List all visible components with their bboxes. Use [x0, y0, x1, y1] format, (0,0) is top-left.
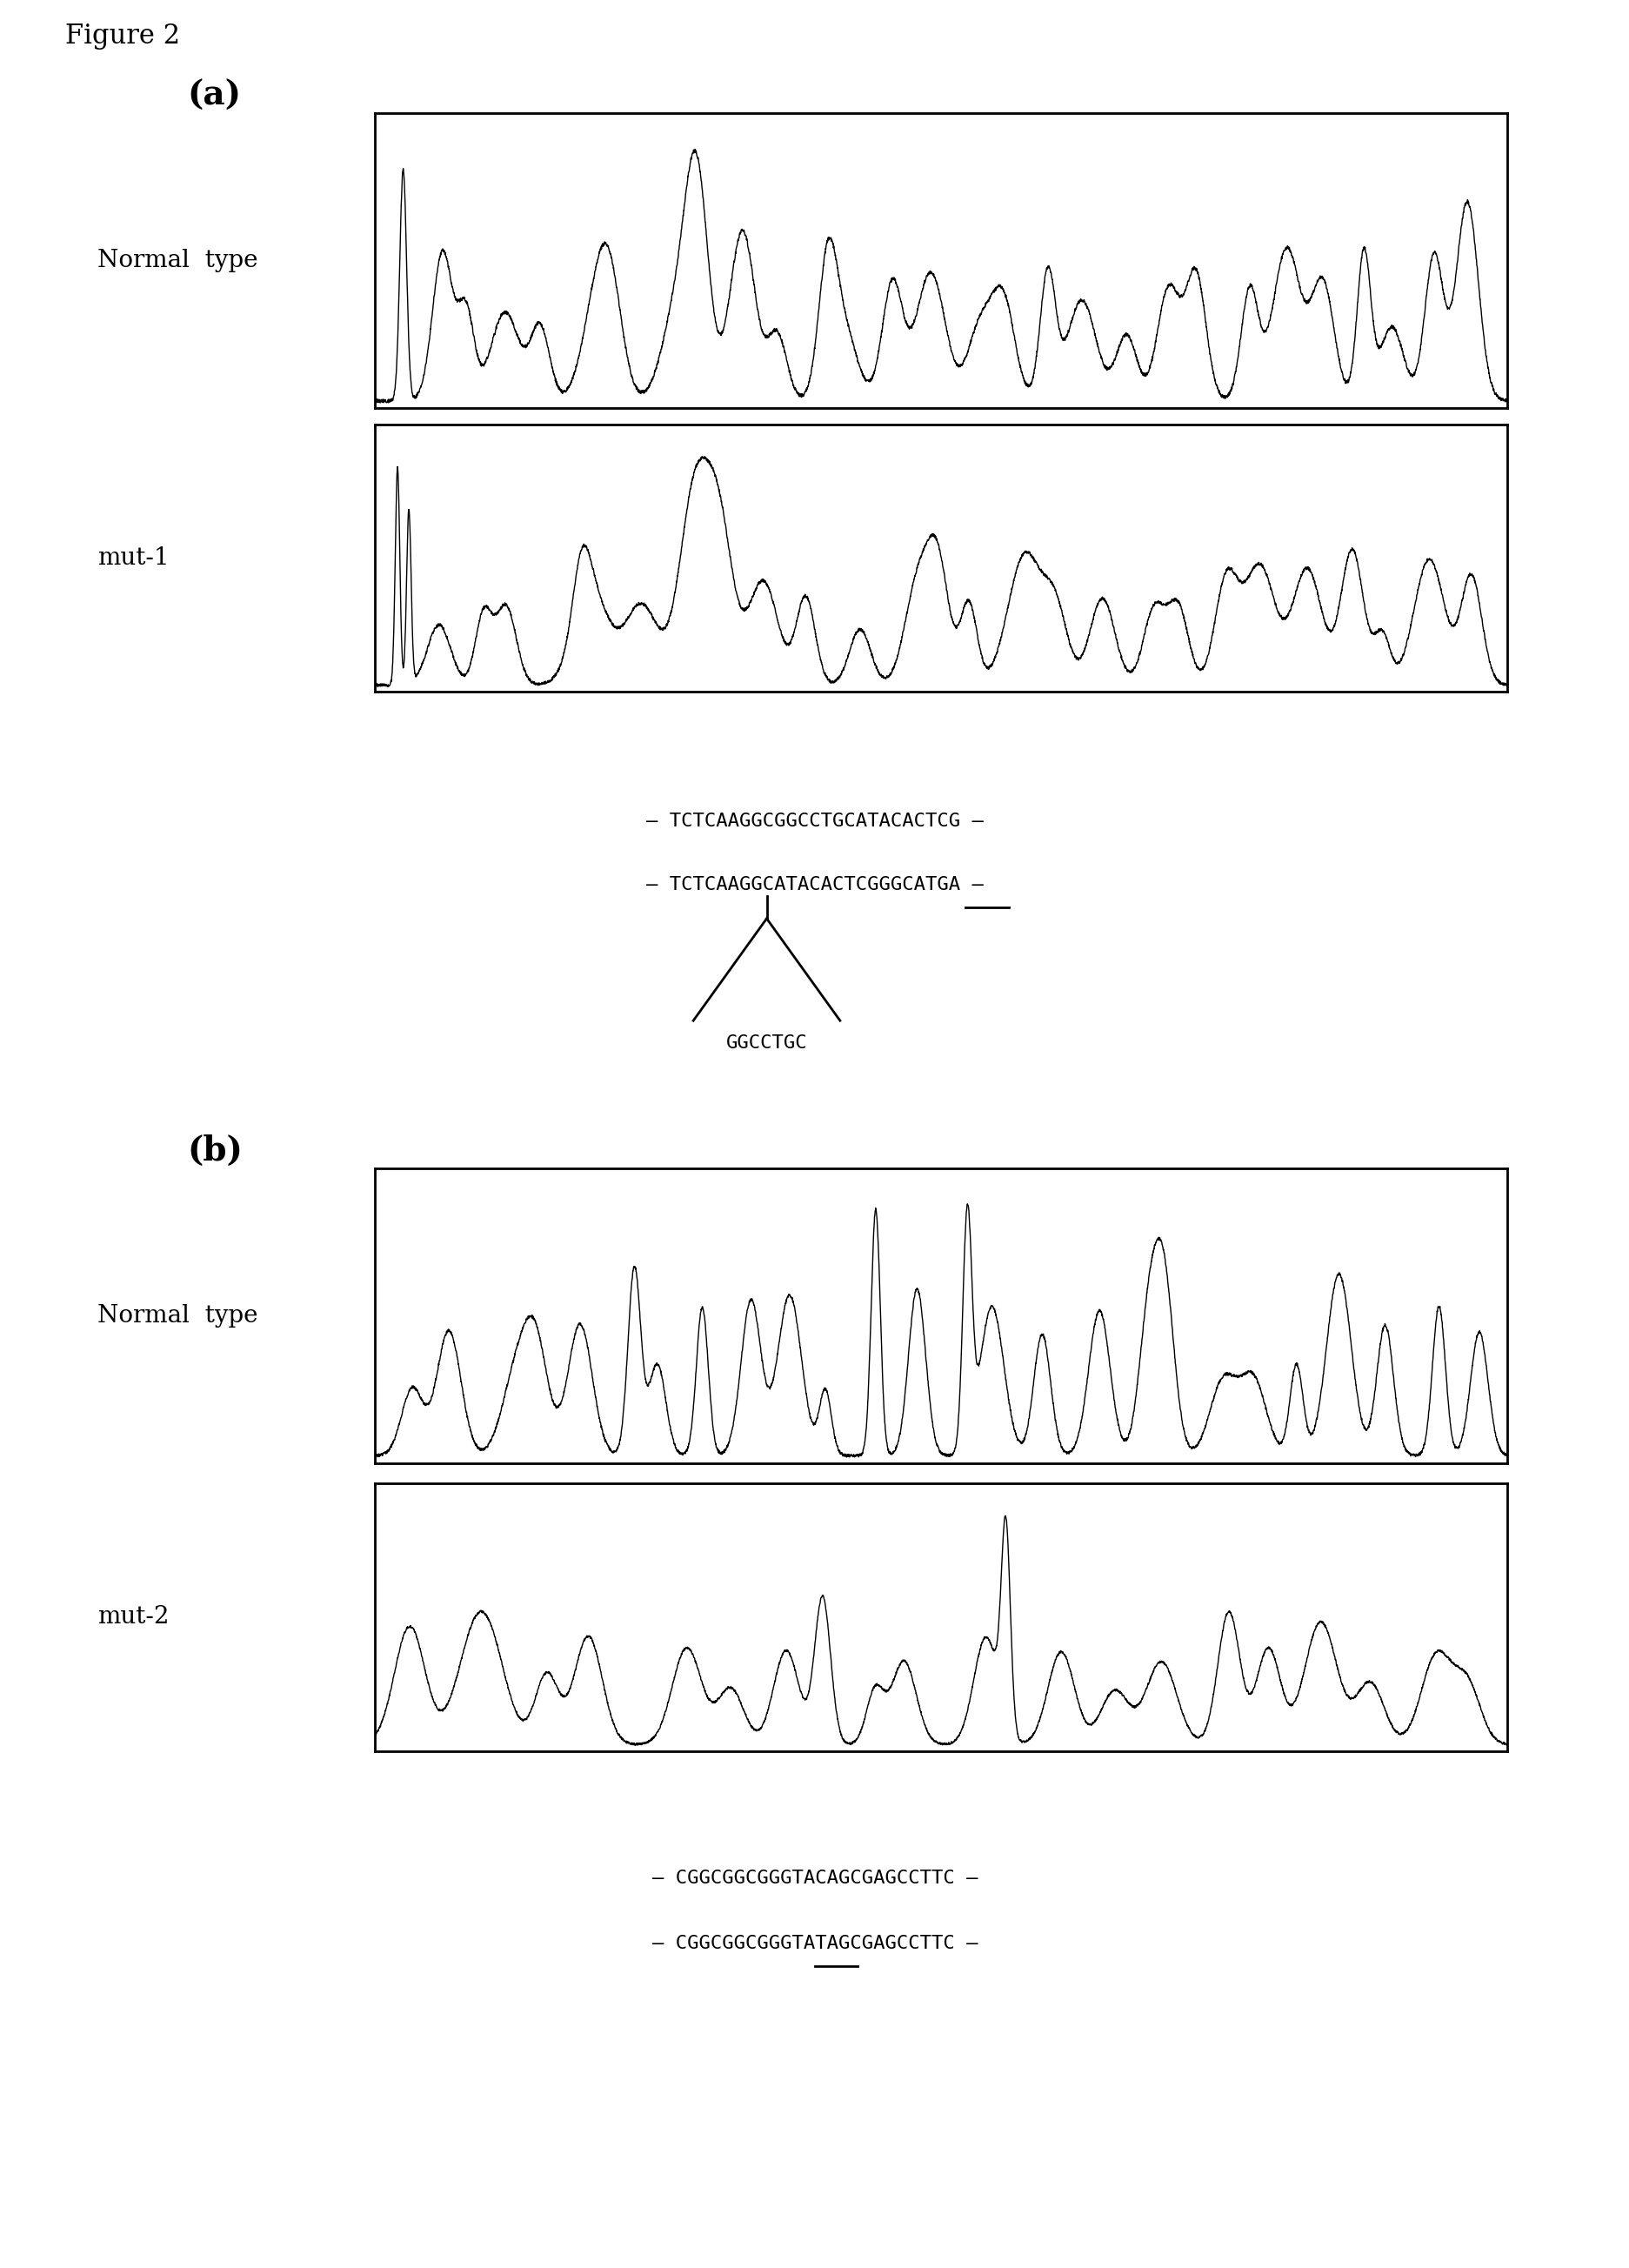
Text: mut-2: mut-2	[98, 1606, 169, 1628]
Text: Figure 2: Figure 2	[65, 23, 181, 50]
Text: — TCTCAAGGCATACACTCGGGCATGA —: — TCTCAAGGCATACACTCGGGCATGA —	[647, 875, 982, 894]
Text: (a): (a)	[187, 79, 241, 113]
Text: Normal  type: Normal type	[98, 1304, 257, 1327]
Text: — CGGCGGCGGGTACAGCGAGCCTTC —: — CGGCGGCGGGTACAGCGAGCCTTC —	[652, 1869, 977, 1887]
Text: — TCTCAAGGCGGCCTGCATACACTCG —: — TCTCAAGGCGGCCTGCATACACTCG —	[647, 812, 982, 830]
Text: GGCCTGC: GGCCTGC	[725, 1034, 806, 1052]
Text: — CGGCGGCGGGTATAGCGAGCCTTC —: — CGGCGGCGGGTATAGCGAGCCTTC —	[652, 1935, 977, 1953]
Text: Normal  type: Normal type	[98, 249, 257, 272]
Text: mut-1: mut-1	[98, 547, 169, 569]
Text: (b): (b)	[187, 1134, 243, 1168]
